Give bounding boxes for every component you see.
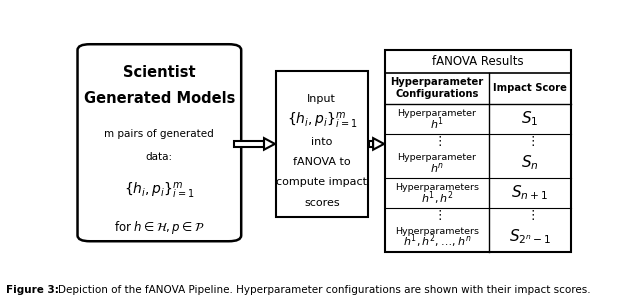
Text: Generated Models: Generated Models [84, 91, 235, 106]
Text: data:: data: [146, 152, 173, 162]
Text: Hyperparameter: Hyperparameter [397, 153, 477, 162]
Bar [234, 141, 264, 147]
Text: $\vdots$: $\vdots$ [433, 134, 442, 148]
Text: Scientist: Scientist [123, 65, 196, 80]
Text: $h^1, h^2$: $h^1, h^2$ [420, 189, 454, 207]
Text: Configurations: Configurations [396, 89, 479, 99]
Bar [369, 141, 373, 147]
Text: Hyperparameters: Hyperparameters [395, 227, 479, 236]
Text: m pairs of generated: m pairs of generated [104, 129, 214, 139]
Text: compute impact: compute impact [276, 177, 367, 187]
Bar [385, 50, 571, 252]
Polygon shape [373, 138, 384, 150]
Text: $\vdots$: $\vdots$ [525, 208, 534, 222]
Text: $\{h_i, p_i\}_{i=1}^{m}$: $\{h_i, p_i\}_{i=1}^{m}$ [287, 111, 357, 131]
Text: $\vdots$: $\vdots$ [525, 134, 534, 148]
Text: $S_{n+1}$: $S_{n+1}$ [511, 184, 548, 202]
Text: Depiction of the fANOVA Pipeline. Hyperparameter configurations are shown with t: Depiction of the fANOVA Pipeline. Hyperp… [58, 285, 590, 296]
Text: $S_{2^n-1}$: $S_{2^n-1}$ [509, 227, 551, 246]
Text: Impact Score: Impact Score [493, 83, 567, 93]
Text: $h^n$: $h^n$ [430, 160, 444, 175]
Text: scores: scores [304, 198, 340, 208]
FancyBboxPatch shape [77, 44, 241, 241]
Text: $h^1$: $h^1$ [430, 116, 444, 132]
Text: fANOVA Results: fANOVA Results [432, 55, 524, 68]
Text: $h^1, h^2, \ldots, h^n$: $h^1, h^2, \ldots, h^n$ [403, 233, 472, 250]
Text: into: into [311, 137, 333, 147]
Text: $S_n$: $S_n$ [521, 153, 539, 172]
Bar [276, 71, 368, 217]
Text: Hyperparameters: Hyperparameters [395, 183, 479, 192]
Text: Figure 3:: Figure 3: [6, 285, 60, 296]
Text: for $h \in \mathcal{H}, p \in \mathcal{P}$: for $h \in \mathcal{H}, p \in \mathcal{P… [114, 219, 205, 236]
Text: Hyperparameter: Hyperparameter [397, 110, 477, 119]
Text: Input: Input [307, 94, 336, 104]
Text: $\{h_i, p_i\}_{i=1}^{m}$: $\{h_i, p_i\}_{i=1}^{m}$ [124, 181, 195, 201]
Polygon shape [264, 138, 275, 150]
Text: $S_1$: $S_1$ [522, 110, 539, 129]
Text: Hyperparameter: Hyperparameter [390, 77, 484, 87]
Text: $\vdots$: $\vdots$ [433, 208, 442, 222]
Text: fANOVA to: fANOVA to [293, 157, 351, 167]
